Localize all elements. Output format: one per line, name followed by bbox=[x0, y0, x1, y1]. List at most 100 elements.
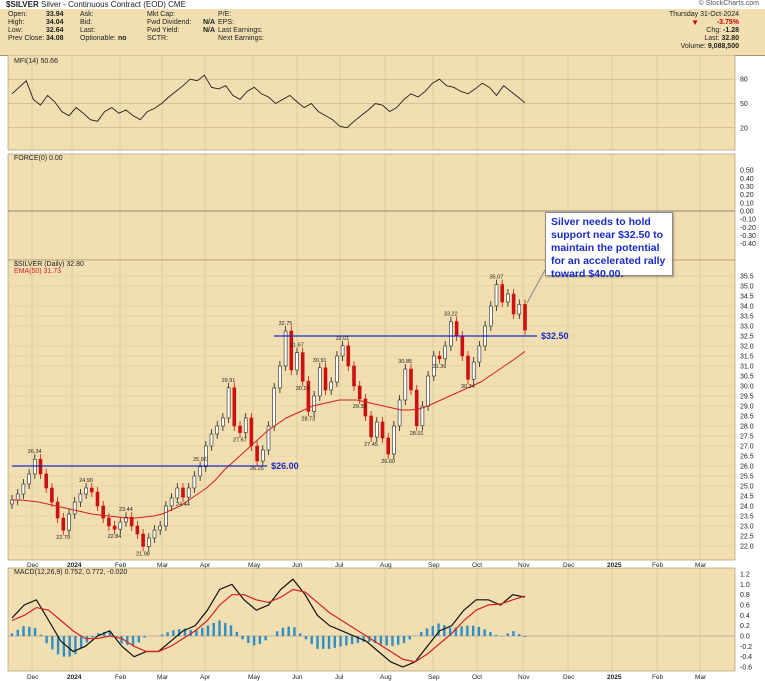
down-arrow-icon: ▼ bbox=[691, 18, 699, 27]
x-tick-label: May bbox=[248, 674, 261, 681]
macd-histogram-bar bbox=[218, 620, 221, 636]
mfi-series-line bbox=[11, 74, 526, 129]
last-label: Last: bbox=[704, 35, 720, 42]
candle-body bbox=[346, 345, 351, 367]
panel-background bbox=[7, 259, 736, 561]
macd-histogram-bar bbox=[454, 627, 458, 636]
macd-histogram-bar bbox=[506, 633, 509, 636]
quote-row: Optionable: no bbox=[80, 35, 140, 43]
y-tick-label: 27.0 bbox=[740, 444, 754, 451]
quote-row: Fwd Yield: N/A bbox=[147, 27, 227, 35]
candle-body bbox=[488, 305, 493, 327]
macd-histogram-bar bbox=[137, 636, 141, 643]
y-tick-label: 34.5 bbox=[740, 294, 754, 301]
macd-histogram-bar bbox=[471, 625, 475, 636]
macd-histogram-bar bbox=[460, 626, 463, 636]
candle-body bbox=[72, 501, 77, 515]
macd-histogram-bar bbox=[195, 630, 198, 636]
candle-body bbox=[215, 425, 219, 435]
candle-body bbox=[340, 345, 345, 357]
candle-body bbox=[443, 345, 448, 360]
macd-histogram-bar bbox=[379, 636, 383, 645]
candle-body bbox=[329, 381, 334, 391]
quote-row: SCTR: bbox=[147, 35, 227, 43]
candle-body bbox=[317, 367, 322, 397]
macd-histogram-bar bbox=[189, 629, 192, 636]
change-label: Chg: bbox=[706, 27, 722, 34]
quote-row: Last Earnings: bbox=[218, 27, 298, 35]
macd-histogram-bar bbox=[229, 625, 233, 636]
candle-body bbox=[471, 361, 476, 380]
y-tick-label: -0.30 bbox=[740, 233, 756, 240]
quote-label: Open: bbox=[8, 11, 28, 18]
candle-body bbox=[50, 487, 54, 503]
x-tick-label: Dec bbox=[27, 562, 39, 569]
x-tick-label: Mar bbox=[157, 562, 169, 569]
chart-title: $SILVER Silver - Continuous Contract (EO… bbox=[6, 0, 186, 9]
chart-canvas: 20 50 80 MFI(14) 50.66 0.500.400.300.200.10 0… bbox=[7, 55, 756, 681]
x-tick-label: Jun bbox=[292, 674, 303, 681]
candle-body bbox=[374, 421, 379, 438]
macd-histogram-bar bbox=[373, 636, 377, 644]
quote-value: 34.04 bbox=[46, 19, 64, 26]
candle-body bbox=[169, 497, 174, 507]
y-tick-label: 0.8 bbox=[740, 592, 750, 599]
callout-pointer bbox=[526, 269, 546, 304]
y-tick-label: 31.0 bbox=[740, 364, 754, 371]
y-tick-label: 29.5 bbox=[740, 394, 754, 401]
macd-histogram-bar bbox=[489, 631, 492, 636]
macd-histogram-bar bbox=[206, 625, 210, 636]
y-tick-label: 0.6 bbox=[740, 603, 750, 610]
candle-body bbox=[523, 304, 527, 331]
y-tick-label: 0.40 bbox=[740, 176, 754, 183]
candle-body bbox=[323, 367, 328, 391]
macd-histogram-bar bbox=[247, 636, 250, 643]
x-tick-label: 2024 bbox=[67, 674, 82, 681]
candle-body bbox=[369, 415, 373, 438]
candle-body bbox=[437, 355, 442, 360]
quote-row: Ask: bbox=[80, 11, 140, 19]
macd-histogram-bar bbox=[172, 630, 175, 636]
macd-histogram-bar bbox=[523, 636, 527, 638]
macd-histogram-bar bbox=[39, 634, 43, 636]
quote-label: EPS: bbox=[218, 19, 234, 26]
candle-body bbox=[295, 352, 299, 371]
y-tick-label: 26.0 bbox=[740, 464, 754, 471]
candle-body bbox=[409, 368, 413, 391]
candle-body bbox=[221, 417, 225, 427]
macd-histogram-bar bbox=[345, 636, 348, 646]
price-point-label: 26.60 bbox=[381, 459, 395, 465]
quote-panel: Open: 33.94 High: 34.04 Low: 32.64 Prev Close:… bbox=[0, 9, 765, 56]
macd-histogram-bar bbox=[120, 636, 123, 644]
macd-histogram-bar bbox=[310, 636, 313, 645]
macd-histogram-bar bbox=[437, 623, 440, 636]
quote-column-prices: Open: 33.94 High: 34.04 Low: 32.64 Prev Close:… bbox=[8, 11, 68, 43]
macd-histogram-bar bbox=[448, 627, 452, 636]
quote-label: P/E: bbox=[218, 11, 232, 18]
candle-body bbox=[21, 483, 26, 495]
candle-body bbox=[500, 284, 505, 303]
y-tick-label: 0.0 bbox=[740, 634, 750, 641]
price-point-label: 33.22 bbox=[444, 312, 458, 318]
y-tick-label: 32.0 bbox=[740, 344, 754, 351]
macd-histogram-bar bbox=[45, 636, 48, 644]
candle-body bbox=[186, 487, 191, 498]
macd-histogram-bar bbox=[385, 636, 388, 646]
macd-histogram-bar bbox=[322, 636, 325, 649]
candle-body bbox=[278, 365, 282, 389]
macd-histogram-bar bbox=[368, 636, 371, 642]
y-tick-label: 0.2 bbox=[740, 623, 750, 630]
macd-histogram-bar bbox=[177, 629, 181, 636]
candle-body bbox=[380, 421, 385, 439]
y-tick-label: 24.5 bbox=[740, 494, 754, 501]
y-tick-label: 25.5 bbox=[740, 474, 754, 481]
candle-body bbox=[118, 521, 123, 530]
quote-label: Last: bbox=[80, 27, 96, 34]
macd-histogram-bar bbox=[287, 626, 290, 636]
volume-label: Volume: bbox=[680, 43, 706, 50]
candle-body bbox=[306, 380, 311, 412]
x-tick-label: Nov bbox=[518, 674, 530, 681]
candle-body bbox=[112, 525, 117, 530]
x-tick-label: May bbox=[248, 562, 261, 569]
quote-column-earnings: P/E: EPS: Last Earnings: Next Earnings: bbox=[218, 11, 298, 43]
